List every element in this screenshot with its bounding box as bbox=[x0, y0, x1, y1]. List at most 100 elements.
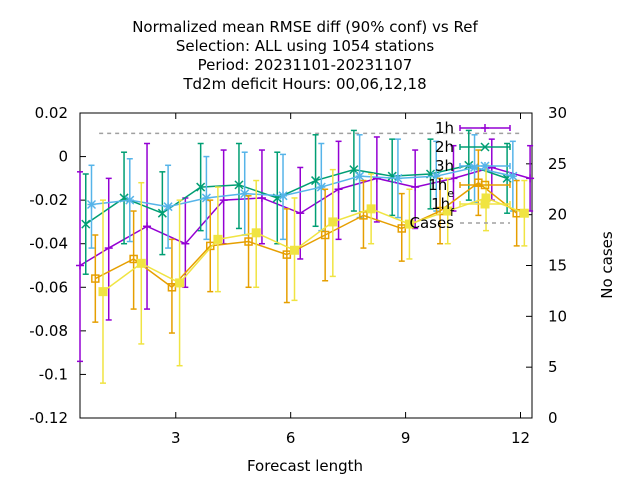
y-tick-label: -0.08 bbox=[29, 322, 68, 340]
series-line bbox=[102, 197, 525, 293]
marker-square bbox=[98, 287, 108, 297]
data-point bbox=[98, 287, 108, 297]
y2-tick-label: 15 bbox=[548, 257, 567, 275]
marker-d2 bbox=[311, 176, 321, 186]
legend-label: 1hf bbox=[431, 195, 455, 219]
marker-d2 bbox=[470, 162, 480, 172]
legend-label: Cases bbox=[409, 214, 454, 232]
marker-square bbox=[136, 258, 146, 268]
x-tick-label: 12 bbox=[511, 429, 530, 447]
y-tick-label: 0 bbox=[58, 148, 68, 166]
chart-title-line: Td2m deficit Hours: 00,06,12,18 bbox=[182, 75, 426, 93]
data-point bbox=[290, 245, 300, 255]
data-point bbox=[320, 230, 330, 240]
x-tick-label: 9 bbox=[401, 429, 411, 447]
data-point bbox=[175, 278, 185, 288]
y2-tick-label: 10 bbox=[548, 307, 567, 325]
data-point bbox=[205, 241, 215, 251]
legend-item-cases: Cases bbox=[409, 214, 510, 232]
y2-tick-label: 20 bbox=[548, 206, 567, 224]
marker-d2 bbox=[163, 202, 173, 212]
data-point bbox=[372, 174, 381, 183]
data-point bbox=[366, 204, 376, 214]
y-tick-label: -0.02 bbox=[29, 191, 68, 209]
marker-square bbox=[328, 217, 338, 227]
series-1h-f bbox=[98, 164, 529, 384]
data-point bbox=[76, 261, 84, 270]
data-point bbox=[480, 142, 490, 152]
series-2h bbox=[81, 129, 512, 275]
data-point bbox=[393, 173, 403, 183]
data-point bbox=[196, 182, 206, 192]
marker-square bbox=[404, 219, 414, 229]
data-point bbox=[443, 206, 453, 216]
marker-square bbox=[251, 228, 261, 238]
legend-item: 3h bbox=[435, 157, 511, 175]
y-tick-label: -0.06 bbox=[29, 278, 68, 296]
chart-title-line: Selection: ALL using 1054 stations bbox=[176, 37, 435, 55]
data-point bbox=[181, 239, 190, 248]
data-point bbox=[404, 219, 414, 229]
y2-tick-label: 30 bbox=[548, 104, 567, 122]
marker-square bbox=[175, 278, 185, 288]
data-point bbox=[81, 219, 91, 229]
data-point bbox=[296, 209, 305, 218]
marker-square bbox=[480, 180, 490, 190]
series-1h bbox=[76, 136, 535, 363]
marker-d2 bbox=[125, 195, 135, 205]
data-point bbox=[136, 258, 146, 268]
data-point bbox=[487, 163, 496, 172]
marker-square bbox=[205, 241, 215, 251]
marker-square bbox=[213, 234, 223, 244]
y-tick-label: -0.04 bbox=[29, 235, 68, 253]
marker-square bbox=[320, 230, 330, 240]
series-1h-e bbox=[91, 149, 521, 334]
marker-square bbox=[366, 204, 376, 214]
y2-tick-label: 25 bbox=[548, 155, 567, 173]
data-point bbox=[519, 208, 529, 218]
series-line bbox=[94, 181, 518, 289]
data-point bbox=[163, 202, 173, 212]
x-axis-label: Forecast length bbox=[247, 457, 363, 475]
marker-d2 bbox=[393, 173, 403, 183]
data-point bbox=[104, 244, 113, 253]
y2-tick-label: 5 bbox=[548, 358, 558, 376]
marker-d2 bbox=[316, 182, 326, 192]
legend-item: 1hf bbox=[431, 195, 511, 219]
data-point bbox=[526, 174, 535, 183]
data-point bbox=[244, 237, 253, 246]
marker-square bbox=[519, 208, 529, 218]
data-point bbox=[278, 191, 288, 201]
chart-title-line: Normalized mean RMSE diff (90% conf) vs … bbox=[132, 18, 478, 36]
marker-d2 bbox=[240, 189, 250, 199]
data-point bbox=[334, 185, 343, 194]
data-point bbox=[143, 222, 152, 231]
legend-label: 3h bbox=[435, 157, 454, 175]
series-3h bbox=[86, 134, 518, 249]
y2-tick-label: 0 bbox=[548, 409, 558, 427]
chart-title-line: Period: 20231101-20231107 bbox=[198, 56, 413, 74]
data-point bbox=[91, 274, 100, 283]
data-point bbox=[86, 199, 97, 210]
data-point bbox=[480, 161, 490, 171]
data-point bbox=[470, 162, 480, 172]
y-tick-label: 0.02 bbox=[35, 104, 68, 122]
marker-square bbox=[91, 274, 100, 283]
data-point bbox=[411, 183, 420, 192]
marker-square bbox=[244, 237, 253, 246]
data-point bbox=[480, 180, 490, 190]
legend-item: 1h bbox=[435, 119, 511, 137]
data-point bbox=[508, 171, 518, 181]
marker-square bbox=[290, 245, 300, 255]
marker-d2 bbox=[355, 171, 365, 181]
legend-label: 1h bbox=[435, 119, 454, 137]
data-point bbox=[449, 174, 458, 183]
marker-d2 bbox=[201, 193, 211, 203]
marker-d2 bbox=[480, 142, 490, 152]
marker-d2 bbox=[431, 171, 441, 181]
series-line bbox=[91, 166, 514, 208]
data-point bbox=[355, 171, 365, 181]
legend-label: 2h bbox=[435, 138, 454, 156]
marker-d2 bbox=[196, 182, 206, 192]
